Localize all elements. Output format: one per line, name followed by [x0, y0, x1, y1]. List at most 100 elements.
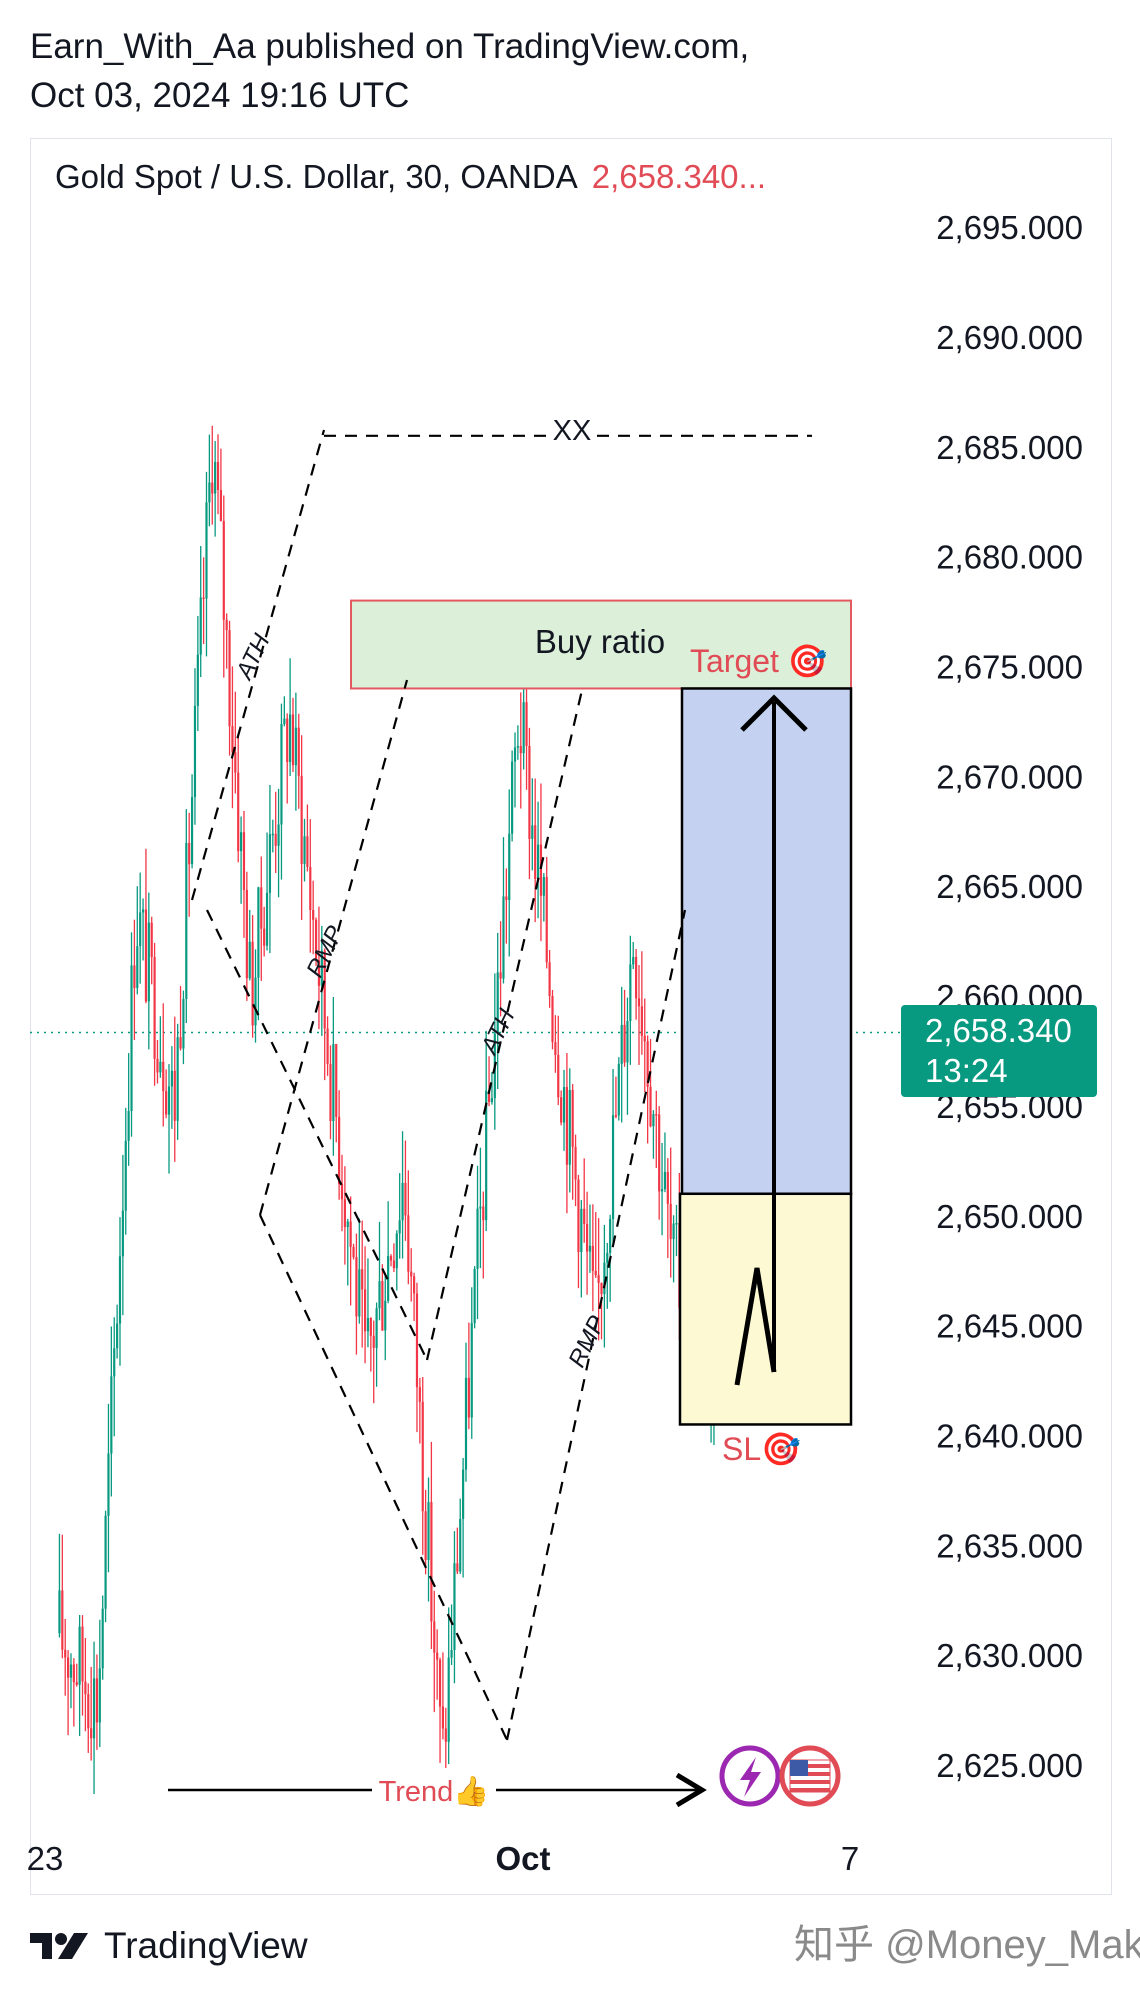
candle-body — [242, 832, 246, 890]
candle-body — [211, 482, 214, 494]
candle-body — [116, 1323, 119, 1349]
candle-body — [101, 1608, 104, 1669]
candle-body — [438, 1659, 442, 1707]
candle-body — [231, 726, 234, 753]
candle-body — [499, 972, 502, 979]
candle-body — [309, 866, 312, 911]
candle-body — [643, 1035, 646, 1042]
candle-body — [652, 1114, 655, 1127]
publish-info: Earn_With_Aa published on TradingView.co… — [30, 22, 749, 120]
us-flag-canton — [790, 1760, 808, 1776]
candle-body — [528, 746, 531, 839]
candle-body — [355, 1257, 358, 1317]
candle-body — [199, 597, 202, 655]
y-axis-tick: 2,630.000 — [936, 1637, 1083, 1674]
y-axis-tick: 2,680.000 — [936, 539, 1083, 576]
candle-body — [185, 842, 188, 999]
pattern-line — [258, 679, 409, 1216]
candle-body — [637, 998, 641, 1007]
last-price-value: 2,658.340 — [925, 1012, 1072, 1049]
candle-body — [167, 1086, 171, 1115]
candle-body — [551, 996, 554, 1043]
candle-body — [260, 887, 263, 929]
candle-body — [430, 1502, 433, 1622]
candle-body — [222, 521, 225, 620]
candle-body — [620, 1024, 623, 1064]
candle-body — [464, 1377, 468, 1470]
candle-body — [609, 1219, 612, 1253]
candle-body — [424, 1511, 427, 1560]
candle-body — [404, 1182, 407, 1216]
candle-body — [84, 1681, 87, 1695]
candle-body — [202, 597, 205, 599]
candle-body — [580, 1208, 583, 1253]
y-axis-tick: 2,670.000 — [936, 758, 1083, 795]
candle-body — [291, 714, 295, 766]
buy-ratio-zone — [350, 599, 852, 690]
y-axis-tick: 2,695.000 — [936, 209, 1083, 246]
candle-body — [118, 1256, 122, 1324]
lightning-bolt-icon — [740, 1757, 761, 1797]
candle-body — [156, 1058, 159, 1073]
candle-body — [557, 1054, 560, 1098]
candle-body — [64, 1649, 67, 1658]
candle-body — [516, 746, 519, 748]
candle-body — [346, 1221, 349, 1228]
tradingview-logo[interactable]: TradingView — [30, 1925, 308, 1967]
candle-body — [496, 972, 499, 1034]
candle-body — [597, 1275, 600, 1283]
xx-label: XX — [553, 415, 592, 447]
us-flag-stripe — [790, 1764, 830, 1768]
candle-body — [635, 956, 638, 999]
tradingview-brand: TradingView — [104, 1925, 308, 1966]
candle-body — [534, 825, 537, 880]
bar-countdown: 13:24 — [925, 1052, 1008, 1089]
candle-body — [401, 1182, 404, 1221]
candle-body — [271, 833, 274, 836]
candle-body — [130, 965, 133, 1111]
candle-body — [286, 718, 289, 763]
candle-body — [444, 1728, 447, 1742]
candle-body — [513, 747, 517, 762]
y-axis-tick: 2,625.000 — [936, 1747, 1083, 1784]
candle-body — [366, 1318, 370, 1332]
candle-body — [150, 922, 153, 958]
candle-body — [326, 1028, 329, 1064]
candle-body — [467, 1377, 470, 1418]
chart-frame — [30, 138, 1112, 1895]
candle-body — [571, 1090, 574, 1147]
candle-body — [104, 1515, 107, 1609]
candle-body — [502, 896, 505, 979]
candle-body — [124, 1140, 127, 1211]
candle-body — [312, 910, 315, 920]
candle-body — [606, 1252, 609, 1263]
candle-body — [476, 1208, 479, 1269]
candle-body — [245, 889, 248, 979]
candle-body — [525, 702, 528, 747]
candle-body — [588, 1245, 592, 1252]
candle-body — [369, 1318, 372, 1336]
candle-body — [141, 909, 145, 913]
us-flag-stripe — [790, 1772, 830, 1776]
candle-body — [268, 834, 272, 893]
target-arrow-head — [740, 694, 808, 732]
candle-body — [562, 1087, 566, 1123]
candle-body — [61, 1590, 64, 1650]
candle-body — [340, 1183, 344, 1200]
candle-body — [554, 1042, 557, 1055]
candle-body — [623, 1024, 626, 1063]
candle-body — [372, 1335, 375, 1348]
candle-body — [398, 1220, 401, 1234]
candle-body — [98, 1668, 101, 1723]
candle-body — [456, 1563, 459, 1572]
candle-body — [352, 1246, 355, 1258]
candle-body — [320, 950, 323, 986]
candle-body — [583, 1208, 586, 1225]
pattern-line — [505, 909, 687, 1741]
candle-body — [144, 909, 148, 1002]
candle-body — [594, 1270, 597, 1276]
candle-body — [332, 1044, 335, 1122]
pattern-label: ATH — [230, 629, 276, 685]
candle-body — [179, 1037, 182, 1049]
candle-body — [338, 1116, 341, 1184]
